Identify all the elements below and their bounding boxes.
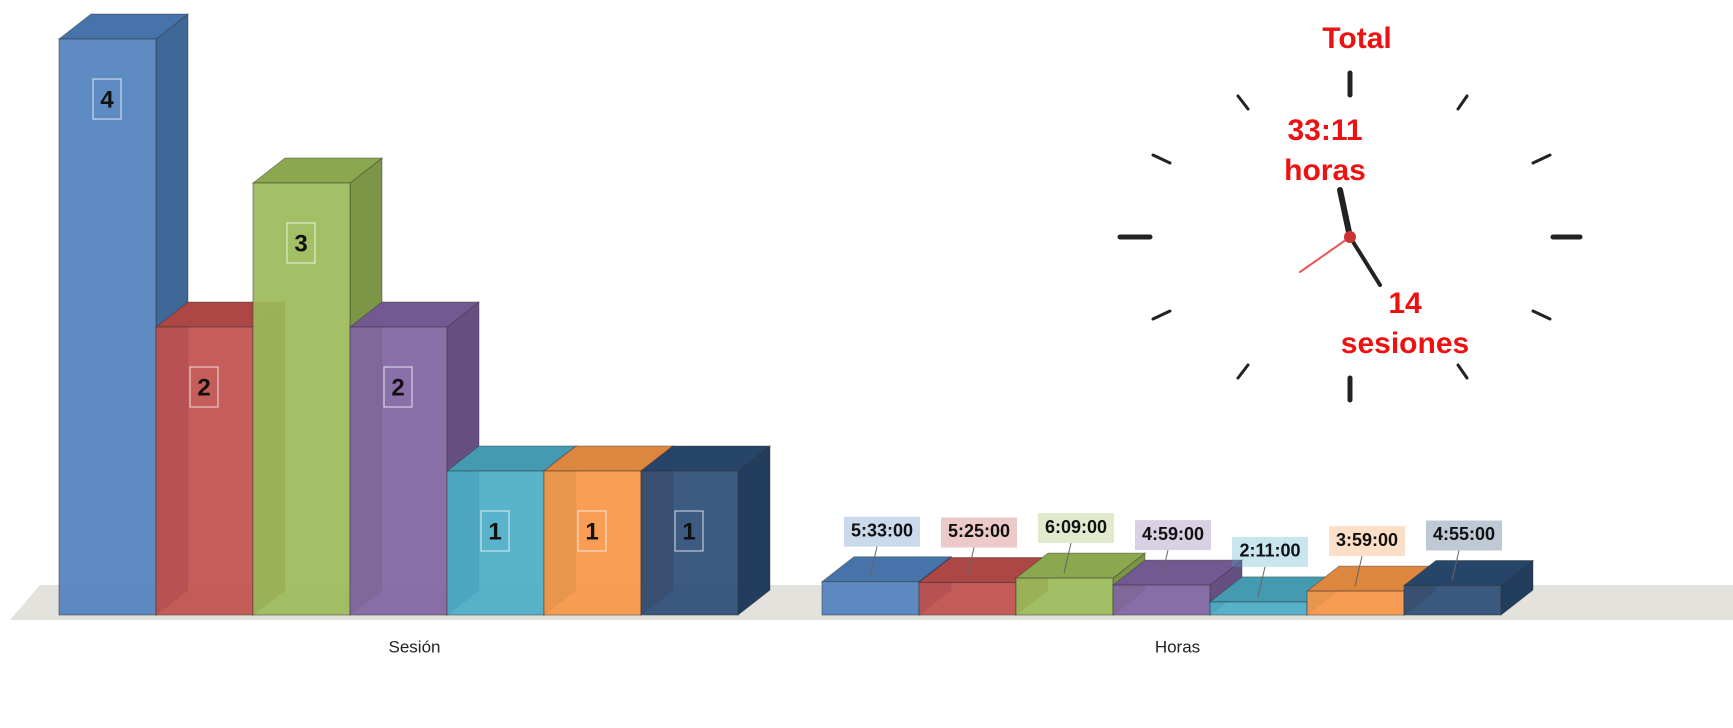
leader-line xyxy=(966,547,975,578)
total-sessions: 14 xyxy=(1388,287,1422,320)
bar xyxy=(1209,601,1308,616)
data-label: 2 xyxy=(391,374,404,401)
data-label-box xyxy=(383,366,413,408)
bar xyxy=(1306,590,1405,616)
clock-tick xyxy=(1151,309,1172,321)
data-label: 4:59:00 xyxy=(1142,524,1204,544)
leader-line xyxy=(1063,542,1072,574)
data-label: 3 xyxy=(294,230,307,257)
clock-tick xyxy=(1456,94,1469,111)
data-label: 1 xyxy=(682,518,695,545)
clock-hand xyxy=(1299,236,1351,273)
bar xyxy=(446,470,545,616)
data-label-box xyxy=(844,516,920,547)
bar-top-shade xyxy=(350,302,479,327)
clock-title: Total xyxy=(1322,22,1391,55)
bar xyxy=(543,470,642,616)
data-label: 1 xyxy=(585,518,598,545)
bar xyxy=(58,38,157,616)
bar-top-shade xyxy=(641,446,770,471)
bar-top-shade xyxy=(447,446,576,471)
bar xyxy=(640,470,739,616)
data-label: 4:55:00 xyxy=(1433,524,1495,544)
clock-center xyxy=(1344,231,1356,243)
bar-top-shade xyxy=(1113,560,1242,586)
data-label-box xyxy=(1135,520,1211,551)
clock-tick xyxy=(1456,363,1469,380)
bar-top-shade xyxy=(544,446,673,471)
bar xyxy=(918,581,1017,616)
bar xyxy=(821,581,920,616)
bar-side-shade xyxy=(1501,560,1533,615)
data-label: 5:25:00 xyxy=(948,521,1010,541)
data-label-box xyxy=(286,222,316,264)
leader-line xyxy=(1354,555,1363,587)
bar-top-shade xyxy=(1404,560,1533,586)
data-label-box xyxy=(941,517,1017,548)
data-label-box xyxy=(480,510,510,552)
clock-tick xyxy=(1531,309,1552,321)
data-label: 2 xyxy=(197,374,210,401)
data-label-box xyxy=(674,510,704,552)
leader-line xyxy=(1160,549,1169,581)
data-label-box xyxy=(1232,536,1308,567)
data-label: 6:09:00 xyxy=(1045,517,1107,537)
data-label: 3:59:00 xyxy=(1336,530,1398,550)
data-label: 4 xyxy=(100,86,114,113)
bar-top-shade xyxy=(822,556,951,582)
bar xyxy=(1112,584,1211,616)
data-label-box xyxy=(1329,526,1405,557)
bar xyxy=(155,326,254,616)
leader-line xyxy=(1257,566,1266,598)
leader-line xyxy=(869,546,878,577)
data-label-box xyxy=(1038,513,1114,544)
data-label: 5:33:00 xyxy=(851,520,913,540)
x-axis-title: Horas xyxy=(1155,637,1200,656)
bar-top-shade xyxy=(919,557,1048,583)
data-label-box xyxy=(1426,520,1502,551)
data-label-box xyxy=(577,510,607,552)
bar xyxy=(349,326,448,616)
total-hours-unit: horas xyxy=(1284,154,1366,187)
bar-side-shade xyxy=(738,446,770,615)
bar xyxy=(1015,577,1114,616)
bar-top-shade xyxy=(1016,553,1145,579)
bar-top-shade xyxy=(253,158,382,183)
clock-tick xyxy=(1151,153,1172,165)
clock-hand xyxy=(1337,187,1353,240)
bar-top-shade xyxy=(1307,566,1436,592)
data-label-box xyxy=(92,78,122,120)
data-label-box xyxy=(189,366,219,408)
clock-tick xyxy=(1531,153,1552,165)
clock-hand xyxy=(1348,235,1382,287)
clock xyxy=(1117,70,1583,403)
x-axis-title: Sesión xyxy=(389,637,441,656)
bar xyxy=(1403,584,1502,616)
bar-top-shade xyxy=(59,14,188,39)
clock-tick xyxy=(1236,94,1250,111)
total-sessions-unit: sesiones xyxy=(1341,327,1469,360)
clock-tick xyxy=(1236,363,1250,380)
leader-line xyxy=(1451,550,1460,581)
data-label: 2:11:00 xyxy=(1239,541,1300,561)
total-hours: 33:11 xyxy=(1287,114,1362,147)
data-label: 1 xyxy=(488,518,501,545)
